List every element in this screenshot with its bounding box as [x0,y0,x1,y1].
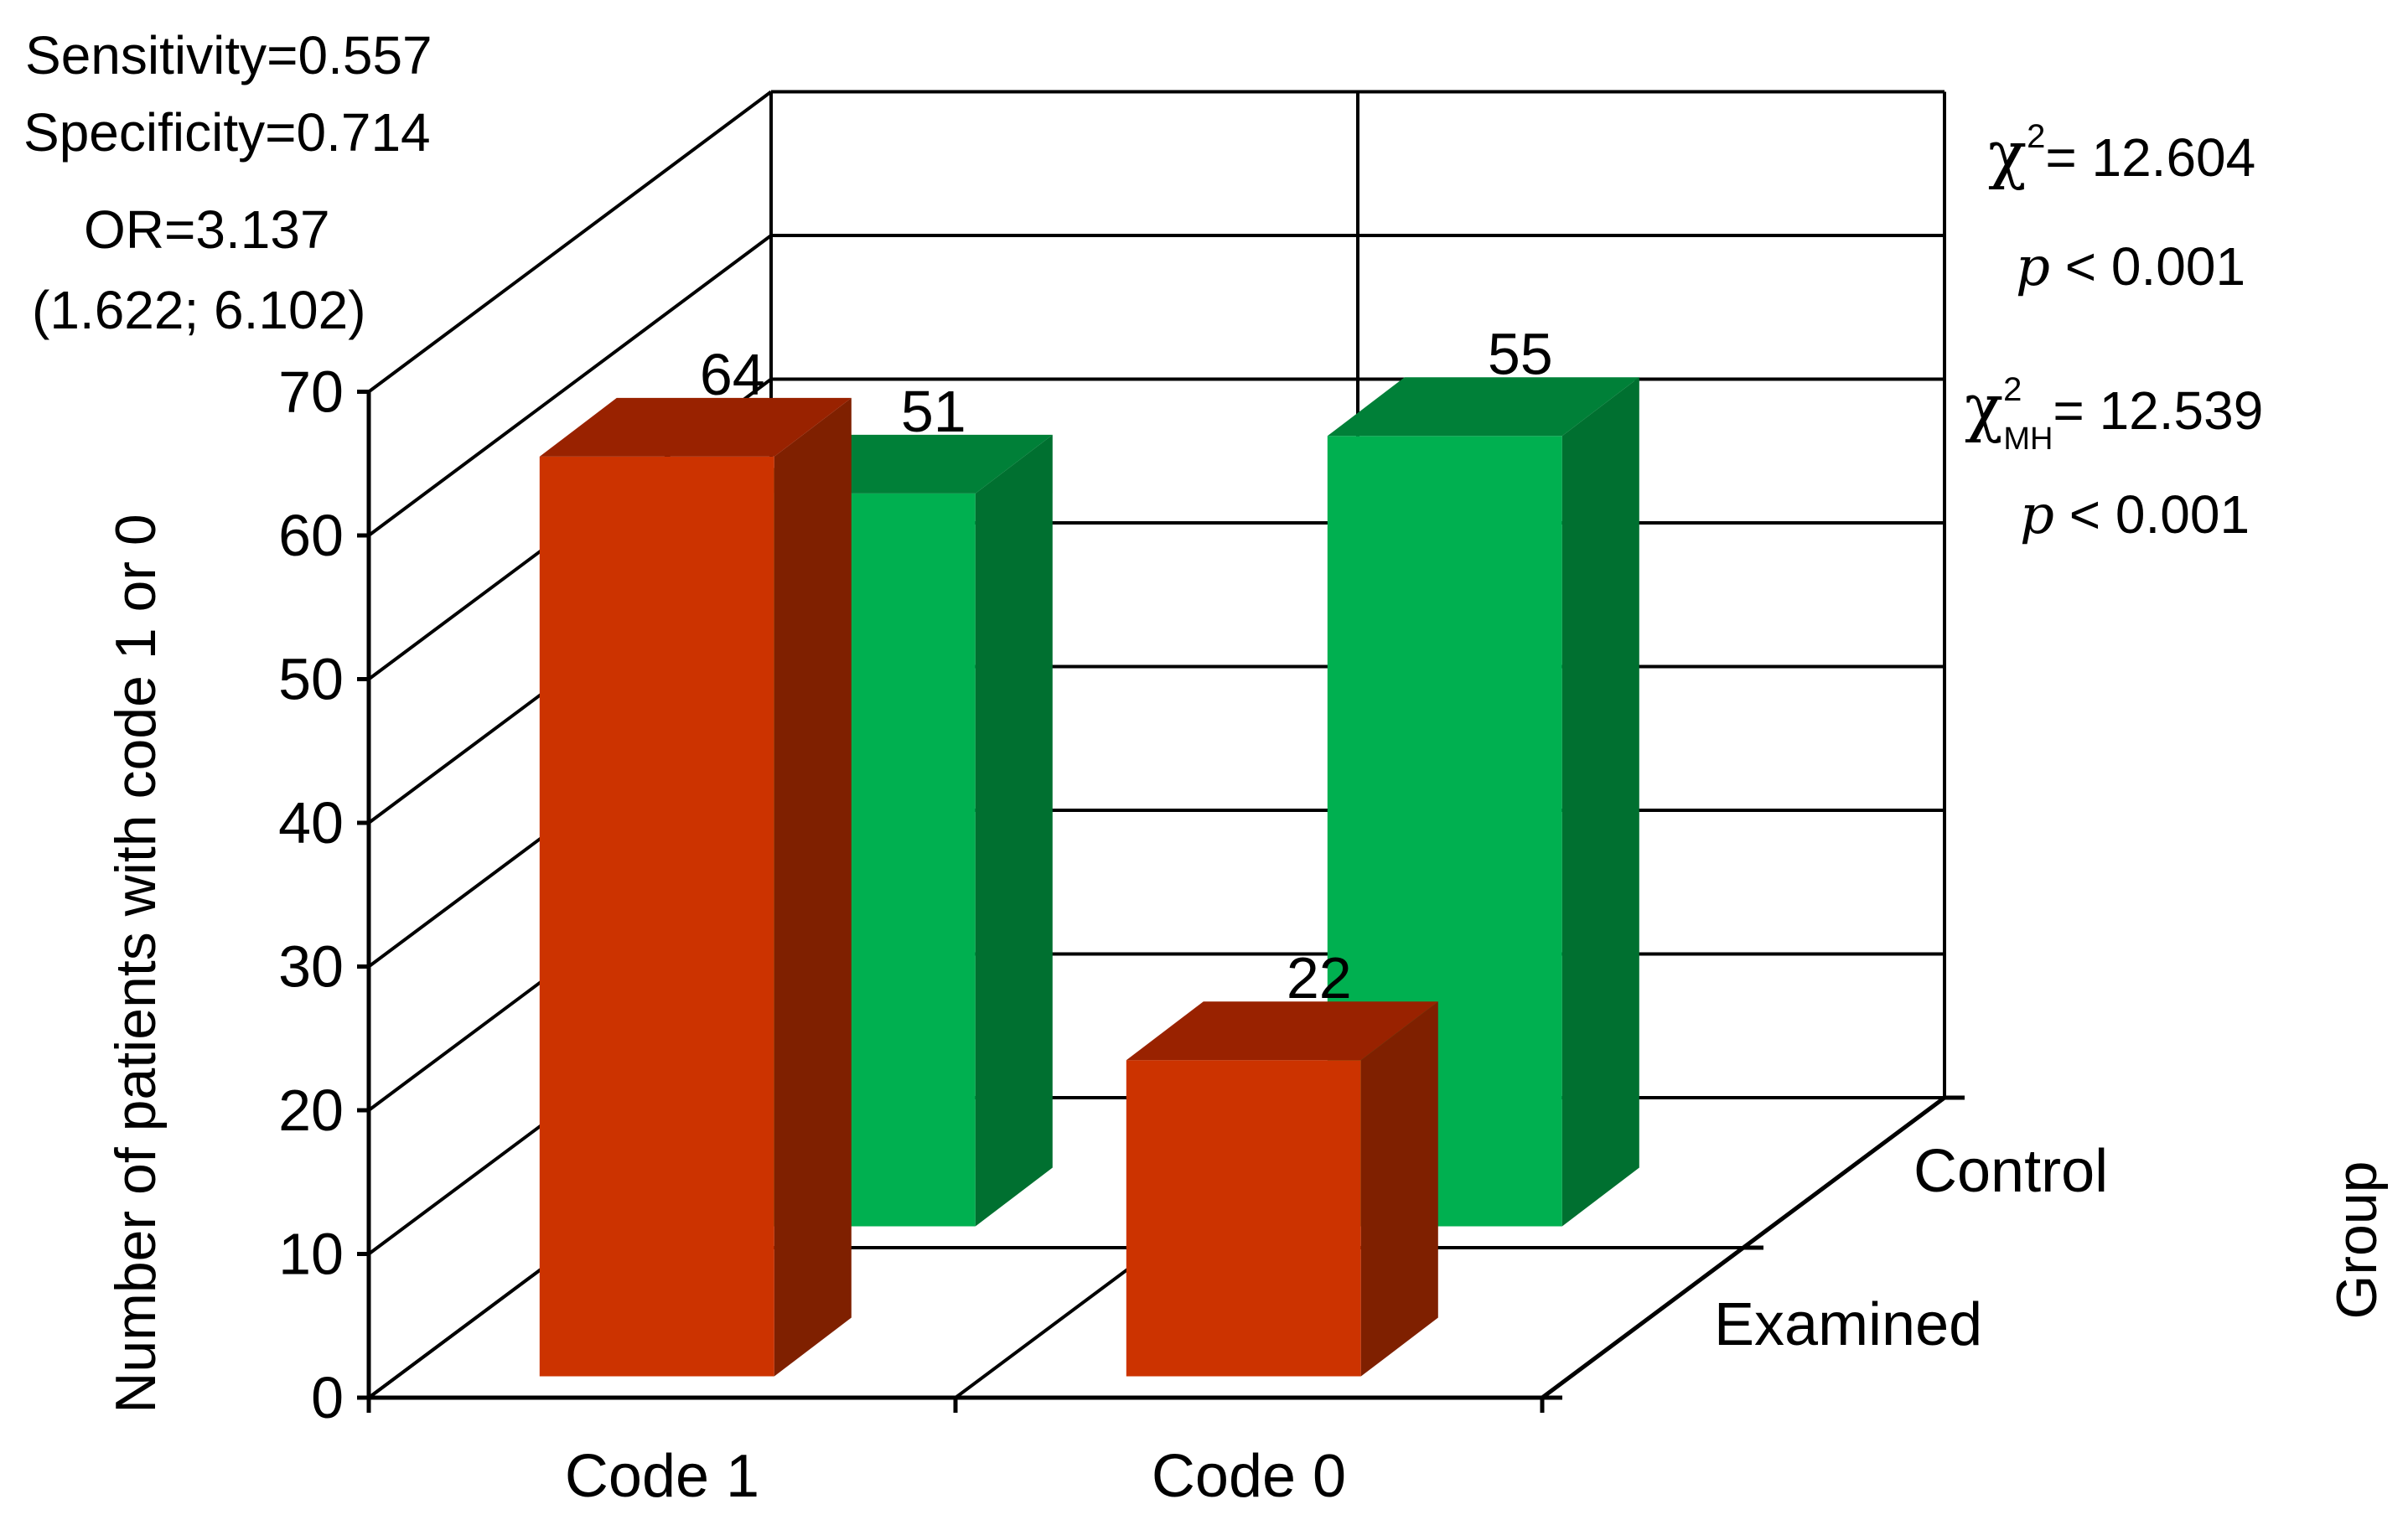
chart-labels: 0 10 20 30 40 50 60 70 Code 1 Code 0 Examined Contr… [278,321,2108,1510]
p-value-2-text: p < 0.001 [2020,484,2250,546]
odds-ratio-text: OR=3.137 [84,199,330,260]
specificity-text: Specificity=0.714 [23,102,431,163]
chi-square-mh-text: χ2 MH= 12.539 [1965,370,2263,457]
p1-value: < 0.001 [2050,236,2245,297]
chi-value: = 12.604 [2045,127,2255,188]
bar-side [1360,1001,1438,1377]
bar-value-label: 64 [700,342,765,407]
y-axis-title: Number of patients with code 1 or 0 [104,514,168,1413]
group-axis-title: Group [2325,1161,2389,1320]
p1-symbol: p [2016,236,2050,298]
x-category-label: Code 0 [1152,1443,1346,1510]
p-value-1-text: p < 0.001 [2016,236,2245,298]
chimh-symbol: χ [1965,370,2003,444]
y-tick-label: 10 [278,1222,344,1287]
y-tick-label: 40 [278,790,344,856]
bar-side [774,397,852,1377]
bar-front [539,456,774,1377]
confidence-interval-text: (1.622; 6.102) [32,280,366,340]
chi-square-text: χ2= 12.604 [1988,116,2255,191]
gridline-side [367,90,773,394]
bar-value-label: 22 [1287,945,1352,1011]
bar-value-label: 51 [901,379,966,444]
bar-side [1561,377,1639,1227]
bar-side [975,434,1053,1227]
y-tick-label: 0 [311,1365,344,1430]
bar-value-label: 55 [1488,321,1553,386]
y-tick-label: 70 [278,359,344,425]
bar-top [539,397,852,457]
bar-top [1327,377,1639,437]
y-tick-label: 20 [278,1078,344,1143]
y-tick-label: 50 [278,647,344,712]
chimh-value: = 12.539 [2053,380,2263,441]
chimh-subscript: MH [2003,421,2053,457]
x-category-label: Code 1 [565,1443,759,1510]
chart-grid [357,90,1965,1413]
series-label: Examined [1714,1291,1982,1358]
chi-superscript: 2 [2027,118,2045,155]
p2-symbol: p [2020,484,2054,546]
y-tick-label: 30 [278,934,344,1000]
chart-bars [539,377,1639,1377]
sensitivity-text: Sensitivity=0.557 [25,25,432,85]
bar-top [1126,1001,1438,1061]
gridline-side [367,234,773,537]
chi-symbol: χ [1988,116,2027,191]
p2-value: < 0.001 [2054,484,2250,545]
bar-front [1126,1060,1361,1377]
y-tick-label: 60 [278,503,344,568]
series-label: Control [1913,1138,2108,1205]
chimh-superscript: 2 [2003,371,2022,408]
